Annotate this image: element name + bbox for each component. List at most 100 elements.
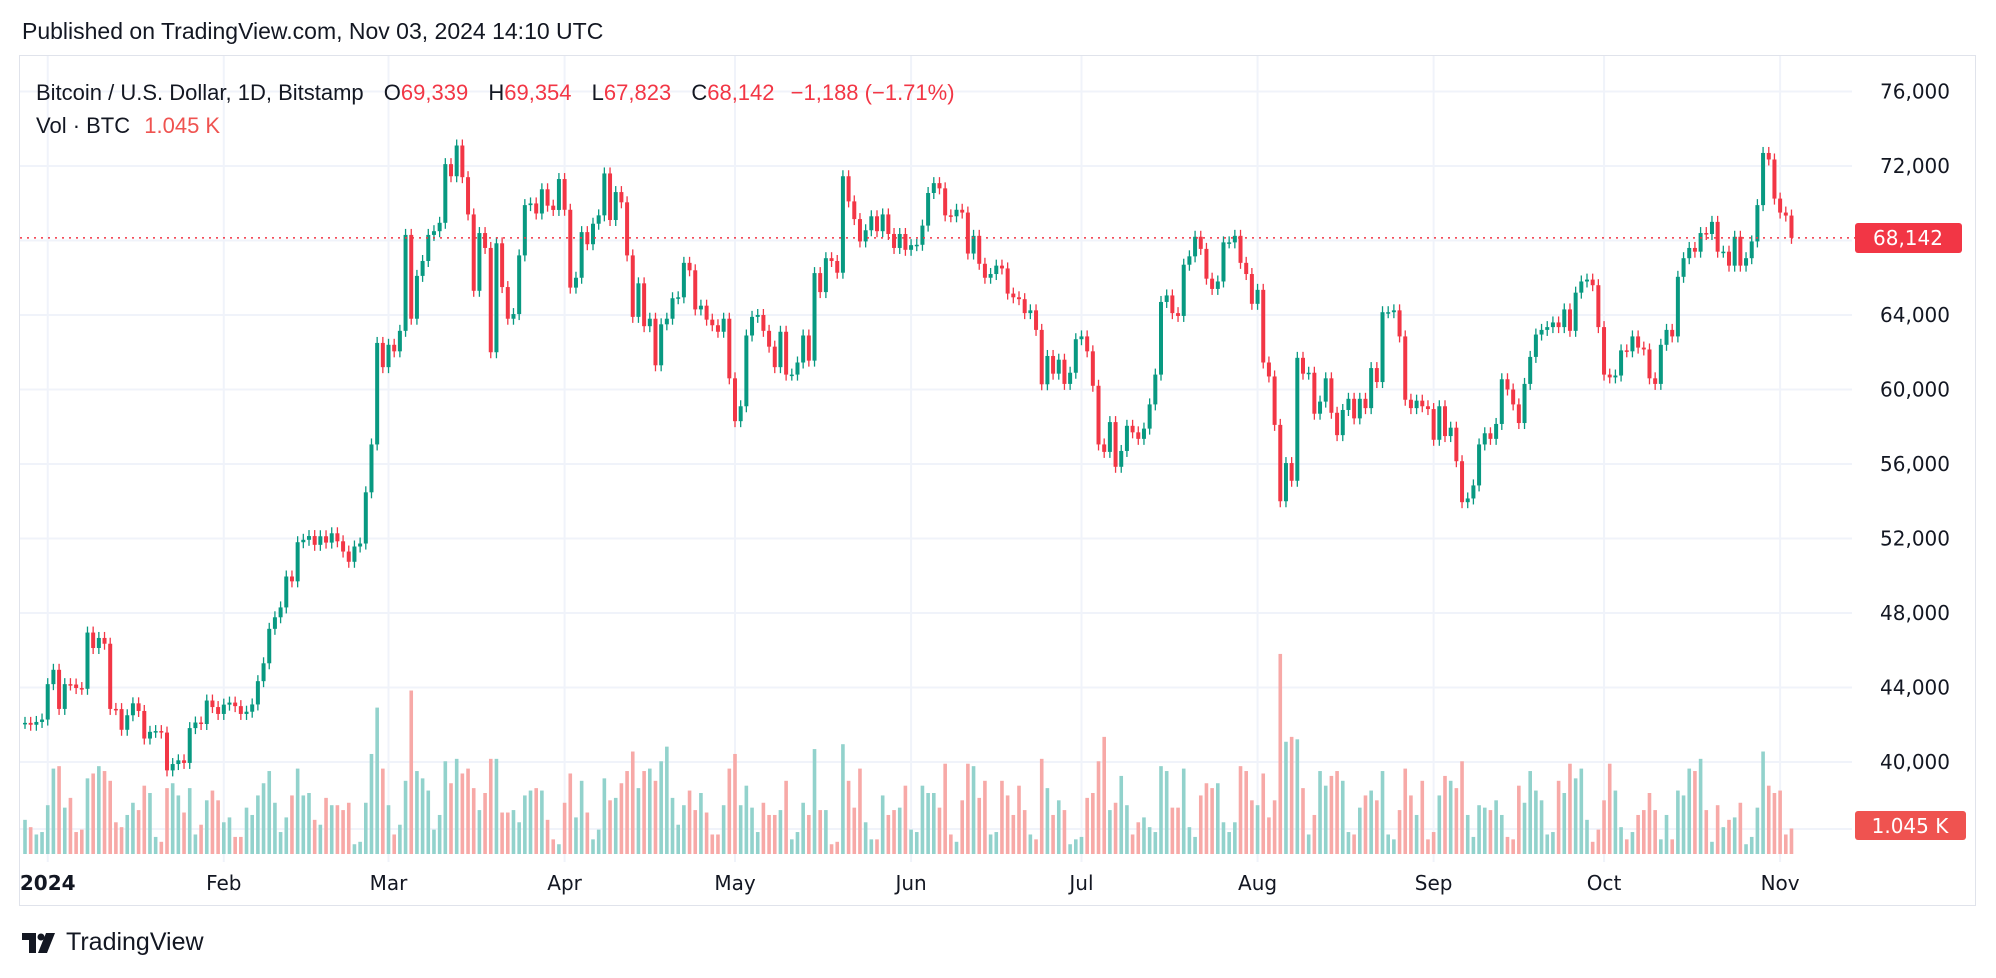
candle-up — [426, 234, 431, 261]
volume-bar — [369, 753, 374, 854]
volume-bar — [1335, 771, 1339, 854]
volume-bar — [693, 810, 698, 854]
volume-bar — [1437, 795, 1442, 854]
candle-down — [1102, 444, 1107, 452]
candle-up — [477, 233, 482, 291]
candle-up — [1755, 205, 1760, 242]
volume-bar — [1011, 814, 1016, 854]
price-tick-label: 52,000 — [1880, 527, 1950, 551]
volume-bar — [852, 807, 857, 854]
volume-bar — [1375, 800, 1379, 854]
volume-bar — [426, 790, 431, 854]
volume-bar — [1329, 775, 1334, 854]
candle-up — [613, 192, 618, 221]
candle-up — [34, 721, 39, 725]
candle-up — [1380, 312, 1385, 383]
candle-up — [221, 704, 226, 714]
volume-bar — [1034, 839, 1038, 854]
tradingview-brand[interactable]: TradingView — [66, 928, 204, 956]
volume-bar — [585, 812, 590, 854]
candle-down — [102, 637, 107, 644]
volume-bar — [1068, 844, 1072, 854]
candle-up — [1119, 450, 1124, 467]
volume-bar — [914, 832, 919, 854]
price-tick-label: 48,000 — [1880, 601, 1950, 625]
volume-bar — [1323, 785, 1328, 854]
volume-bar — [222, 822, 226, 854]
candle-down — [1085, 336, 1090, 352]
volume-bar — [551, 839, 556, 854]
candle-down — [409, 234, 414, 319]
volume-bar — [352, 844, 357, 854]
volume-bar — [937, 807, 942, 854]
candle-up — [278, 607, 283, 618]
candle-up — [1664, 329, 1669, 345]
time-tick-label: Aug — [1238, 871, 1277, 895]
volume-bar — [1358, 807, 1362, 854]
candle-up — [1346, 398, 1351, 410]
volume-bar — [1159, 766, 1163, 854]
volume-bar — [1238, 766, 1243, 854]
volume-bar — [630, 751, 635, 854]
volume-bar — [1091, 793, 1095, 854]
volume-bar — [1397, 810, 1402, 854]
volume-bar — [619, 783, 624, 854]
candle-down — [1443, 406, 1447, 437]
volume-bar — [329, 805, 334, 854]
volume-label[interactable]: Vol · BTC — [36, 113, 131, 138]
volume-bar — [716, 834, 720, 854]
candle-up — [1159, 301, 1163, 375]
volume-bar — [1136, 822, 1141, 854]
candle-up — [1619, 350, 1624, 376]
volume-bar — [869, 839, 874, 854]
volume-bar — [977, 797, 982, 854]
volume-bar — [471, 788, 476, 854]
volume-bar — [1454, 788, 1459, 854]
candle-up — [130, 703, 135, 716]
volume-bar — [1295, 739, 1300, 854]
candle-up — [573, 277, 578, 288]
volume-bar — [1318, 771, 1322, 854]
candle-up — [931, 183, 936, 194]
volume-bar — [863, 822, 868, 854]
volume-bar — [818, 810, 822, 854]
price-tick-label: 64,000 — [1880, 303, 1950, 327]
tradingview-logo-icon[interactable] — [22, 932, 58, 953]
volume-bar — [1255, 805, 1260, 854]
candle-down — [903, 233, 908, 250]
volume-bar — [665, 746, 669, 854]
symbol-title[interactable]: Bitcoin / U.S. Dollar, 1D, Bitstamp — [36, 80, 364, 105]
volume-bar — [994, 832, 999, 854]
volume-bar — [795, 832, 800, 854]
volume-bar — [1119, 775, 1124, 854]
candle-down — [551, 205, 556, 210]
volume-bar — [1693, 771, 1697, 854]
volume-bar — [1153, 832, 1158, 854]
candle-up — [437, 222, 442, 232]
candle-down — [1249, 274, 1254, 304]
volume-bar — [454, 758, 459, 854]
volume-bar — [23, 819, 27, 854]
volume-bar — [591, 839, 595, 854]
candle-down — [74, 684, 79, 689]
candle-up — [352, 546, 357, 562]
candle-up — [1221, 242, 1226, 282]
candle-down — [1329, 378, 1334, 413]
volume-bar — [420, 778, 425, 854]
candle-up — [1369, 368, 1374, 409]
candle-up — [1181, 264, 1186, 316]
candle-down — [1505, 379, 1510, 390]
candle-down — [784, 331, 789, 375]
volume-bar — [1431, 832, 1436, 854]
volume-bar — [1715, 805, 1720, 854]
volume-bar — [1624, 839, 1629, 854]
volume-bar — [699, 793, 703, 854]
volume-bar — [1340, 780, 1345, 854]
candle-down — [488, 247, 493, 353]
candle-up — [1079, 336, 1084, 340]
candle-up — [909, 245, 914, 250]
candle-up — [840, 176, 845, 273]
volume-bar — [159, 841, 164, 854]
candle-up — [926, 193, 931, 226]
